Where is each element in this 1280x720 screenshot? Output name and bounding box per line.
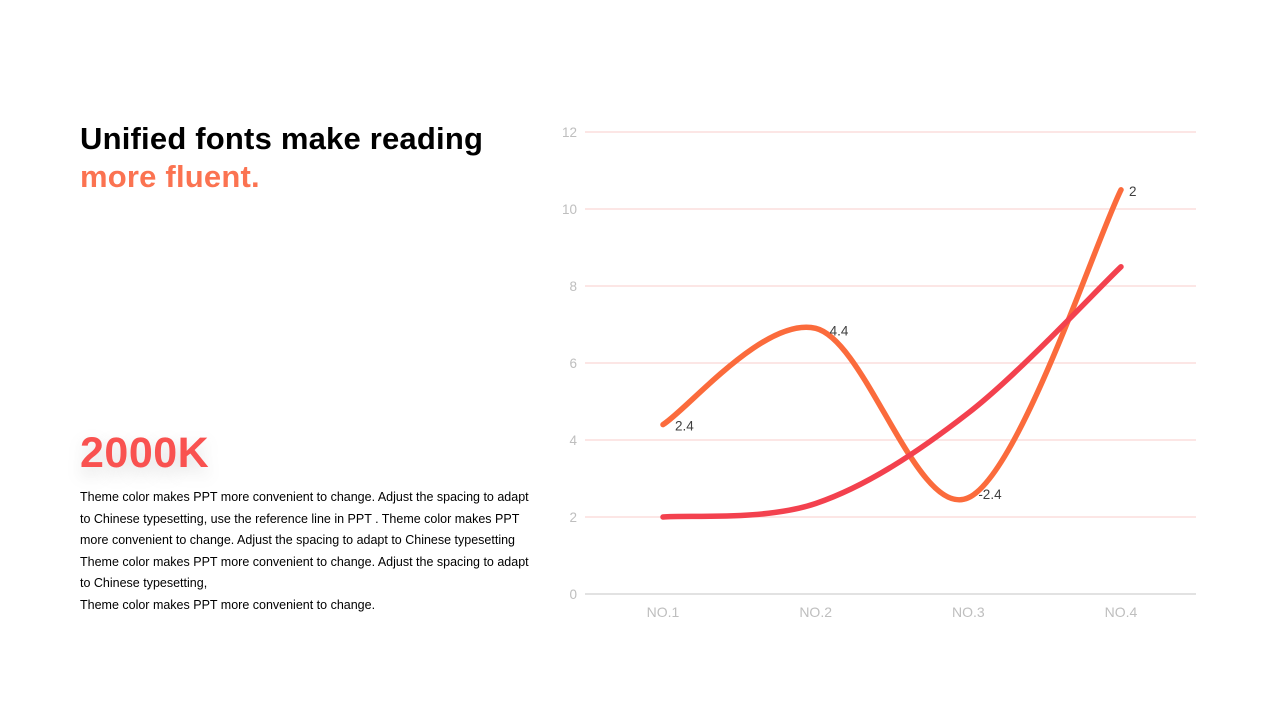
y-tick-label: 0	[569, 587, 577, 602]
paragraph-1: Theme color makes PPT more convenient to…	[80, 490, 529, 547]
chart-svg: 12 10 8 6 4 2 0 NO.1 NO.2 NO.3 NO.4 2.4 4.4 -2.4 2	[562, 125, 1196, 620]
grid-group	[585, 131, 1196, 595]
x-category-label: NO.1	[647, 604, 680, 620]
title-accent: more fluent.	[80, 159, 260, 194]
body-paragraphs: Theme color makes PPT more convenient to…	[80, 487, 532, 616]
data-label-group: 2.4 4.4 -2.4 2	[675, 184, 1136, 502]
series-group	[660, 187, 1124, 520]
y-tick-label: 12	[562, 125, 577, 140]
y-tick-label: 8	[569, 279, 577, 294]
y-tick-label: 2	[569, 510, 577, 525]
y-tick-label: 10	[562, 202, 577, 217]
data-label: -2.4	[978, 487, 1002, 502]
data-label: 2.4	[675, 419, 694, 434]
page-title: Unified fonts make reading more fluent.	[80, 120, 483, 196]
stat-value: 2000K	[80, 429, 210, 477]
y-tick-label: 6	[569, 356, 577, 371]
category-group: NO.1 NO.2 NO.3 NO.4	[647, 604, 1138, 620]
x-category-label: NO.2	[799, 604, 832, 620]
x-category-label: NO.3	[952, 604, 985, 620]
data-label: 2	[1129, 184, 1137, 199]
title-line-1: Unified fonts make reading	[80, 121, 484, 156]
red-line-path	[660, 264, 1124, 520]
paragraph-2: Theme color makes PPT more convenient to…	[80, 554, 529, 591]
orange-line-path	[660, 187, 1124, 503]
paragraph-3: Theme color makes PPT more convenient to…	[80, 597, 376, 612]
y-tick-label: 4	[569, 433, 577, 448]
line-chart: 12 10 8 6 4 2 0 NO.1 NO.2 NO.3 NO.4 2.4 4.4 -2.4 2	[540, 100, 1210, 640]
tick-group: 12 10 8 6 4 2 0	[562, 125, 578, 602]
data-label: 4.4	[830, 323, 849, 338]
x-category-label: NO.4	[1105, 604, 1138, 620]
